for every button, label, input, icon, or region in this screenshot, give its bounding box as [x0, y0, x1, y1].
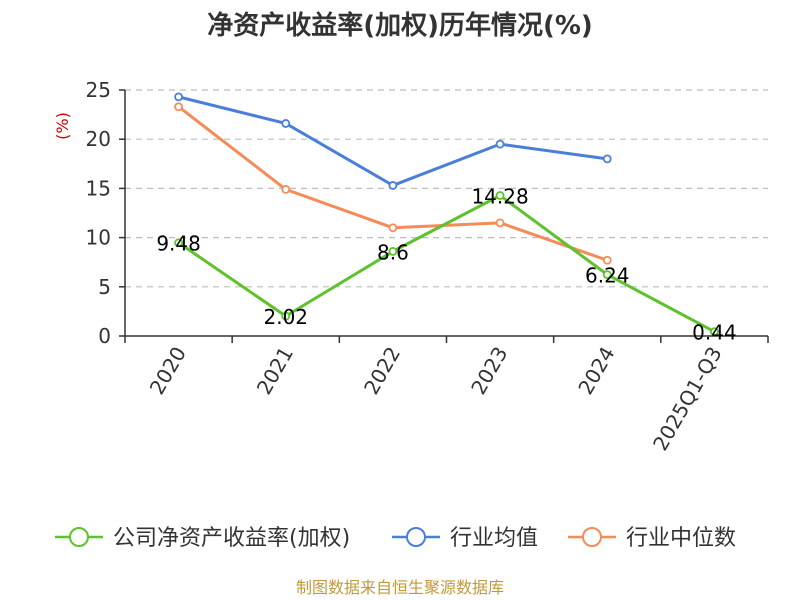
x-tick-label: 2021 [252, 343, 298, 399]
grid-lines [125, 89, 768, 288]
series-lines [174, 92, 719, 337]
legend-item[interactable]: 行业均值 [392, 526, 538, 551]
data-point[interactable] [602, 255, 612, 265]
legend[interactable]: 公司净资产收益率(加权) 行业均值 行业中位数 [55, 526, 736, 551]
x-tick-label: 2022 [359, 343, 405, 399]
legend-label: 行业均值 [450, 526, 538, 551]
data-label: 8.6 [377, 240, 409, 264]
data-label: 9.48 [156, 232, 201, 256]
data-point[interactable] [710, 327, 719, 337]
data-point[interactable] [495, 218, 505, 228]
x-tick-label: 2020 [145, 343, 191, 399]
axes: 0 5 10 15 20 25 2020 2021 2022 2023 2024 2025Q1-Q3 [86, 78, 769, 455]
x-tick-label: 2024 [573, 343, 619, 399]
data-point[interactable] [602, 270, 612, 279]
data-point[interactable] [174, 238, 183, 248]
y-tick-label: 25 [86, 78, 111, 102]
series-line [178, 95, 608, 187]
data-point[interactable] [602, 154, 612, 164]
legend-marker [69, 527, 89, 547]
data-label: 2.02 [263, 305, 308, 329]
data-point[interactable] [388, 246, 398, 256]
y-tick-label: 5 [98, 275, 111, 299]
source-note: 制图数据来自恒生聚源数据库 [296, 578, 504, 597]
y-tick-label: 15 [86, 176, 111, 200]
data-label: 6.24 [585, 264, 630, 288]
data-label: 0.44 [692, 321, 737, 345]
chart-title: 净资产收益率(加权)历年情况(%) [207, 10, 593, 41]
data-point[interactable] [174, 102, 183, 112]
data-point[interactable] [495, 139, 505, 149]
data-point[interactable] [281, 119, 291, 128]
x-tick-label: 2025Q1-Q3 [648, 343, 727, 455]
series-line [177, 193, 716, 333]
data-point[interactable] [388, 223, 398, 233]
legend-marker [582, 527, 602, 547]
legend-marker [406, 527, 426, 547]
data-label: 14.28 [471, 184, 528, 208]
y-tick-label: 0 [98, 324, 111, 348]
y-axis-label: (%) [53, 112, 72, 140]
data-labels: 9.48 2.02 8.6 14.28 6.24 0.44 [156, 184, 736, 344]
y-tick-label: 10 [86, 226, 111, 250]
data-point[interactable] [174, 92, 183, 102]
legend-item[interactable]: 行业中位数 [568, 526, 736, 551]
data-point[interactable] [388, 181, 398, 190]
data-point[interactable] [281, 184, 291, 194]
legend-label: 公司净资产收益率(加权) [113, 526, 350, 551]
x-tick-label: 2023 [466, 343, 512, 399]
legend-label: 行业中位数 [626, 526, 736, 551]
legend-item[interactable]: 公司净资产收益率(加权) [55, 526, 350, 551]
data-point[interactable] [281, 311, 291, 321]
data-point[interactable] [495, 191, 505, 200]
y-tick-label: 20 [86, 127, 111, 151]
